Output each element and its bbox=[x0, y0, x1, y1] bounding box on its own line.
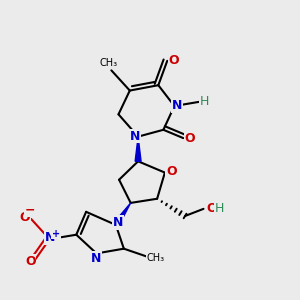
Text: H: H bbox=[200, 95, 209, 108]
Polygon shape bbox=[113, 203, 131, 226]
Text: N: N bbox=[113, 216, 123, 229]
Text: N: N bbox=[91, 252, 101, 265]
Text: O: O bbox=[166, 165, 177, 178]
Text: N: N bbox=[45, 232, 55, 244]
Text: −: − bbox=[25, 203, 35, 217]
Polygon shape bbox=[135, 136, 141, 161]
Text: O: O bbox=[25, 255, 35, 268]
Text: O: O bbox=[169, 54, 179, 67]
Text: O: O bbox=[184, 132, 195, 145]
Text: H: H bbox=[215, 202, 224, 215]
Text: CH₃: CH₃ bbox=[100, 58, 118, 68]
Text: CH₃: CH₃ bbox=[146, 253, 164, 262]
Text: N: N bbox=[172, 99, 182, 112]
Text: N: N bbox=[130, 130, 140, 142]
Text: +: + bbox=[52, 229, 60, 239]
Text: O: O bbox=[206, 202, 217, 215]
Text: O: O bbox=[19, 211, 30, 224]
